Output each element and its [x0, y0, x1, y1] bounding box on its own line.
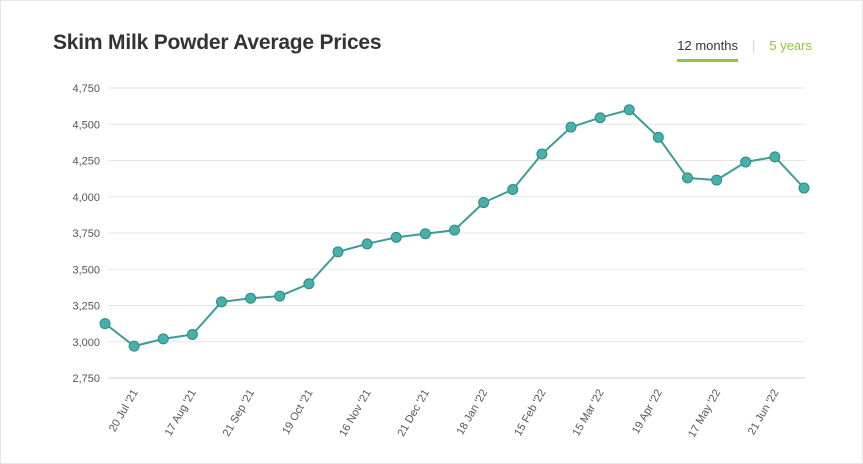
- data-point[interactable]: [507, 184, 519, 195]
- data-point[interactable]: [419, 228, 431, 240]
- data-point[interactable]: [711, 174, 723, 186]
- y-tick-label: 4,500: [72, 119, 100, 131]
- x-tick-label: 21 Sep '21: [221, 388, 258, 439]
- data-point[interactable]: [303, 278, 315, 290]
- x-tick-label: 19 Apr '22: [630, 388, 665, 437]
- y-tick-label: 2,750: [72, 373, 100, 385]
- x-tick-label: 20 Jul '21: [107, 388, 141, 434]
- x-tick-label: 21 Dec '21: [395, 388, 432, 439]
- tab-12-months[interactable]: 12 months: [677, 38, 738, 62]
- data-point[interactable]: [390, 231, 402, 243]
- data-point[interactable]: [99, 318, 111, 330]
- data-point[interactable]: [478, 197, 490, 209]
- x-tick-label: 19 Oct '21: [280, 388, 315, 437]
- data-point[interactable]: [186, 329, 198, 340]
- x-tick-label: 21 Jun '22: [746, 388, 782, 438]
- x-tick-label: 17 May '22: [686, 388, 723, 440]
- y-tick-label: 3,500: [72, 264, 100, 276]
- y-tick-label: 4,250: [72, 156, 100, 168]
- x-tick-label: 15 Mar '22: [571, 388, 607, 439]
- x-tick-label: 15 Feb '22: [512, 388, 548, 439]
- data-point[interactable]: [449, 224, 460, 236]
- price-series: [99, 104, 810, 352]
- data-point[interactable]: [623, 104, 635, 116]
- y-gridlines: [108, 87, 805, 379]
- tab-5-years[interactable]: 5 years: [769, 38, 812, 53]
- data-point[interactable]: [128, 340, 140, 352]
- data-point[interactable]: [740, 156, 752, 168]
- data-point[interactable]: [274, 290, 286, 302]
- y-axis-labels: 2,750 3,000 3,250 3,500 3,750 4,000 4,250 4,500…: [72, 83, 100, 385]
- x-tick-label: 17 Aug '21: [163, 388, 199, 439]
- data-point[interactable]: [536, 148, 548, 160]
- x-tick-label: 16 Nov '21: [337, 388, 374, 439]
- y-tick-label: 4,750: [72, 83, 100, 95]
- data-point[interactable]: [652, 131, 664, 143]
- y-tick-label: 4,000: [72, 192, 100, 204]
- tab-separator: |: [751, 38, 756, 53]
- data-point[interactable]: [565, 121, 577, 133]
- data-point[interactable]: [682, 172, 693, 184]
- x-axis-labels: 20 Jul '21 17 Aug '21 21 Sep '21 19 Oct '21…: [107, 388, 782, 440]
- range-tabs: 12 months | 5 years: [677, 38, 812, 62]
- data-point[interactable]: [245, 292, 257, 304]
- data-point[interactable]: [332, 246, 344, 258]
- data-point[interactable]: [216, 296, 227, 308]
- x-tick-label: 18 Jan '22: [455, 388, 491, 438]
- data-point[interactable]: [157, 333, 169, 345]
- y-tick-label: 3,000: [72, 337, 100, 349]
- data-point[interactable]: [594, 112, 606, 124]
- data-point[interactable]: [361, 238, 373, 250]
- chart-title: Skim Milk Powder Average Prices: [53, 31, 382, 54]
- data-point[interactable]: [798, 182, 810, 194]
- y-tick-label: 3,750: [72, 228, 100, 240]
- data-point[interactable]: [769, 151, 781, 163]
- y-tick-label: 3,250: [72, 301, 100, 313]
